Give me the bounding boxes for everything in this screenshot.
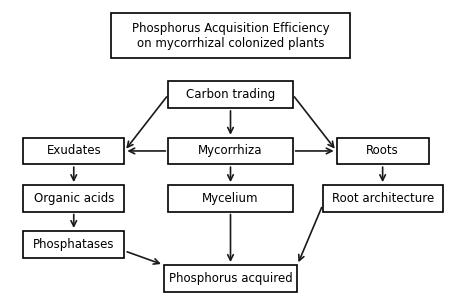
Text: Phosphatases: Phosphatases [33,238,114,251]
Text: Root architecture: Root architecture [331,192,434,205]
FancyBboxPatch shape [23,231,124,258]
FancyBboxPatch shape [168,185,293,212]
Text: Exudates: Exudates [47,144,101,157]
Text: Organic acids: Organic acids [34,192,114,205]
FancyBboxPatch shape [168,138,293,164]
Text: Phosphorus acquired: Phosphorus acquired [169,272,292,285]
FancyBboxPatch shape [164,265,297,292]
Text: Mycorrhiza: Mycorrhiza [198,144,263,157]
FancyBboxPatch shape [323,185,443,212]
Text: Carbon trading: Carbon trading [186,88,275,101]
Text: Phosphorus Acquisition Efficiency
on mycorrhizal colonized plants: Phosphorus Acquisition Efficiency on myc… [132,22,329,49]
FancyBboxPatch shape [337,138,429,164]
FancyBboxPatch shape [168,81,293,108]
Text: Roots: Roots [366,144,399,157]
FancyBboxPatch shape [23,185,124,212]
Text: Mycelium: Mycelium [202,192,259,205]
FancyBboxPatch shape [23,138,124,164]
FancyBboxPatch shape [111,12,350,59]
